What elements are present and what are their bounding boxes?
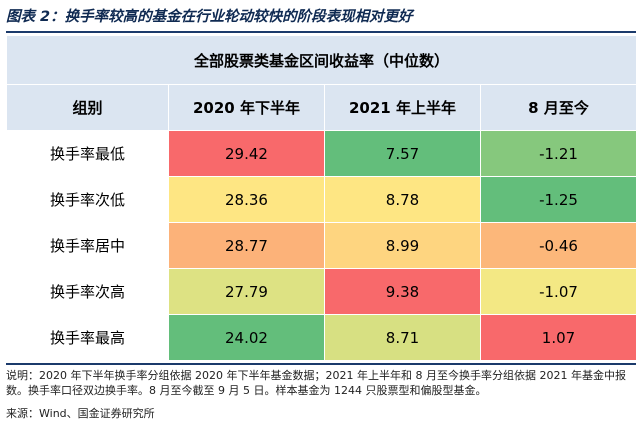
value-cell: 7.57 [324,130,481,177]
value-cell: 24.02 [168,314,325,361]
returns-table: 全部股票类基金区间收益率（中位数） 组别 2020 年下半年 2021 年上半年… [5,35,638,361]
value-cell: 29.42 [168,130,325,177]
row-label: 换手率最低 [6,130,169,177]
value-cell: 8.71 [324,314,481,361]
table-row: 换手率次低 28.36 8.78 -1.25 [6,176,638,223]
header-group: 组别 [6,84,169,131]
table-row: 换手率次高 27.79 9.38 -1.07 [6,268,638,315]
table-caption-row: 全部股票类基金区间收益率（中位数） [5,35,638,85]
value-cell: 28.36 [168,176,325,223]
header-aug-to-date: 8 月至今 [479,84,638,131]
value-cell: 9.38 [324,268,481,315]
source-text: 来源：Wind、国金证券研究所 [6,407,155,420]
table-row: 换手率最低 29.42 7.57 -1.21 [6,130,638,177]
value-cell: -1.25 [479,176,638,223]
table-row: 换手率居中 28.77 8.99 -0.46 [6,222,638,269]
header-2020h2: 2020 年下半年 [168,84,325,131]
note-text: 说明：2020 年下半年换手率分组依据 2020 年下半年基金数据；2021 年… [6,369,626,397]
table-caption: 全部股票类基金区间收益率（中位数） [5,35,638,85]
figure-title: 图表 2：换手率较高的基金在行业轮动较快的阶段表现相对更好 [6,9,413,25]
row-label: 换手率居中 [6,222,169,269]
table-header-row: 组别 2020 年下半年 2021 年上半年 8 月至今 [6,84,638,131]
value-cell: 28.77 [168,222,325,269]
row-label: 换手率最高 [6,314,169,361]
value-cell: -1.21 [479,130,638,177]
row-label: 换手率次低 [6,176,169,223]
title-divider [6,31,636,33]
value-cell: -0.46 [479,222,638,269]
value-cell: 1.07 [479,314,638,361]
value-cell: 8.78 [324,176,481,223]
header-2021h1: 2021 年上半年 [324,84,481,131]
value-cell: 8.99 [324,222,481,269]
bottom-divider [6,363,636,365]
row-label: 换手率次高 [6,268,169,315]
value-cell: 27.79 [168,268,325,315]
table-row: 换手率最高 24.02 8.71 1.07 [6,314,638,361]
value-cell: -1.07 [479,268,638,315]
